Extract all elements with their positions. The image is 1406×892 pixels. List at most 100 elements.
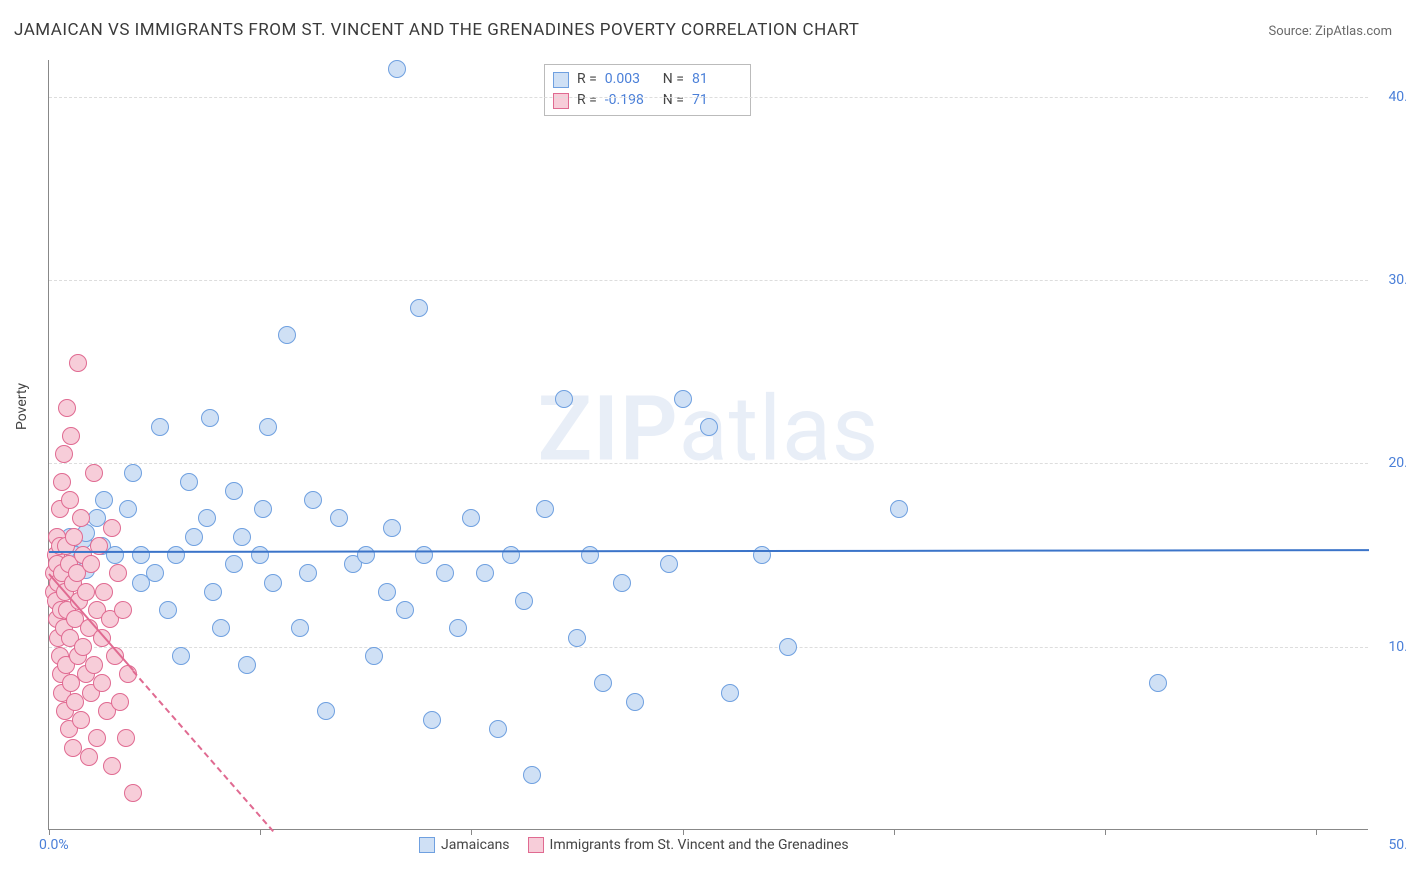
r-label: R = (577, 90, 597, 111)
data-point (114, 601, 132, 619)
data-point (201, 409, 219, 427)
data-point (65, 528, 83, 546)
data-point (124, 784, 142, 802)
data-point (124, 464, 142, 482)
data-point (159, 601, 177, 619)
source-label: Source: ZipAtlas.com (1268, 24, 1392, 39)
data-point (212, 619, 230, 637)
data-point (77, 583, 95, 601)
data-point (299, 564, 317, 582)
data-point (410, 299, 428, 317)
data-point (779, 638, 797, 656)
x-max-label: 50.0% (1388, 837, 1406, 853)
data-point (225, 482, 243, 500)
data-point (536, 500, 554, 518)
data-point (436, 564, 454, 582)
y-axis-label: Poverty (14, 383, 30, 430)
y-tick-label: 20.0% (1388, 455, 1406, 471)
data-point (523, 766, 541, 784)
r-value: -0.198 (605, 90, 655, 111)
data-point (85, 464, 103, 482)
swatch-jamaicans (419, 837, 435, 853)
data-point (568, 629, 586, 647)
data-point (180, 473, 198, 491)
data-point (72, 711, 90, 729)
data-point (58, 399, 76, 417)
data-point (674, 390, 692, 408)
legend-item-jamaicans: Jamaicans (419, 837, 510, 853)
data-point (613, 574, 631, 592)
data-point (626, 693, 644, 711)
data-point (502, 546, 520, 564)
x-origin-label: 0.0% (39, 837, 69, 853)
title-bar: JAMAICAN VS IMMIGRANTS FROM ST. VINCENT … (14, 20, 1392, 40)
data-point (72, 509, 90, 527)
data-point (233, 528, 251, 546)
data-point (378, 583, 396, 601)
swatch-svg (553, 93, 569, 109)
data-point (111, 693, 129, 711)
data-point (365, 647, 383, 665)
data-point (69, 354, 87, 372)
legend-row-jamaicans: R = 0.003 N = 81 (553, 69, 742, 90)
data-point (555, 390, 573, 408)
data-point (660, 555, 678, 573)
x-tick (49, 829, 50, 835)
data-point (317, 702, 335, 720)
series-label: Jamaicans (441, 837, 510, 853)
data-point (132, 546, 150, 564)
data-point (117, 729, 135, 747)
data-point (449, 619, 467, 637)
data-point (95, 583, 113, 601)
data-point (581, 546, 599, 564)
data-point (594, 674, 612, 692)
data-point (225, 555, 243, 573)
data-point (95, 491, 113, 509)
data-point (251, 546, 269, 564)
legend-item-svg: Immigrants from St. Vincent and the Gren… (528, 837, 849, 853)
x-tick (471, 829, 472, 835)
data-point (357, 546, 375, 564)
data-point (396, 601, 414, 619)
x-tick (894, 829, 895, 835)
data-point (109, 564, 127, 582)
data-point (383, 519, 401, 537)
r-label: R = (577, 69, 597, 90)
data-point (103, 519, 121, 537)
data-point (388, 60, 406, 78)
data-point (53, 473, 71, 491)
data-point (330, 509, 348, 527)
data-point (198, 509, 216, 527)
trend-line (133, 670, 274, 831)
data-point (462, 509, 480, 527)
data-point (62, 427, 80, 445)
data-point (93, 674, 111, 692)
r-value: 0.003 (605, 69, 655, 90)
data-point (55, 445, 73, 463)
swatch-svg (528, 837, 544, 853)
legend-correlation: R = 0.003 N = 81 R = -0.198 N = 71 (544, 64, 751, 116)
gridline (49, 463, 1368, 464)
data-point (88, 729, 106, 747)
data-point (1149, 674, 1167, 692)
data-point (119, 500, 137, 518)
data-point (259, 418, 277, 436)
data-point (74, 638, 92, 656)
data-point (172, 647, 190, 665)
data-point (66, 693, 84, 711)
y-tick-label: 10.0% (1388, 639, 1406, 655)
legend-row-svg: R = -0.198 N = 71 (553, 90, 742, 111)
data-point (278, 326, 296, 344)
data-point (415, 546, 433, 564)
gridline (49, 97, 1368, 98)
trend-line (49, 549, 1369, 553)
data-point (721, 684, 739, 702)
data-point (304, 491, 322, 509)
n-value: 71 (692, 90, 742, 111)
data-point (890, 500, 908, 518)
gridline (49, 647, 1368, 648)
data-point (264, 574, 282, 592)
chart-title: JAMAICAN VS IMMIGRANTS FROM ST. VINCENT … (14, 20, 859, 40)
data-point (151, 418, 169, 436)
plot-area: ZIPatlas R = 0.003 N = 81 R = -0.198 N =… (48, 60, 1368, 830)
